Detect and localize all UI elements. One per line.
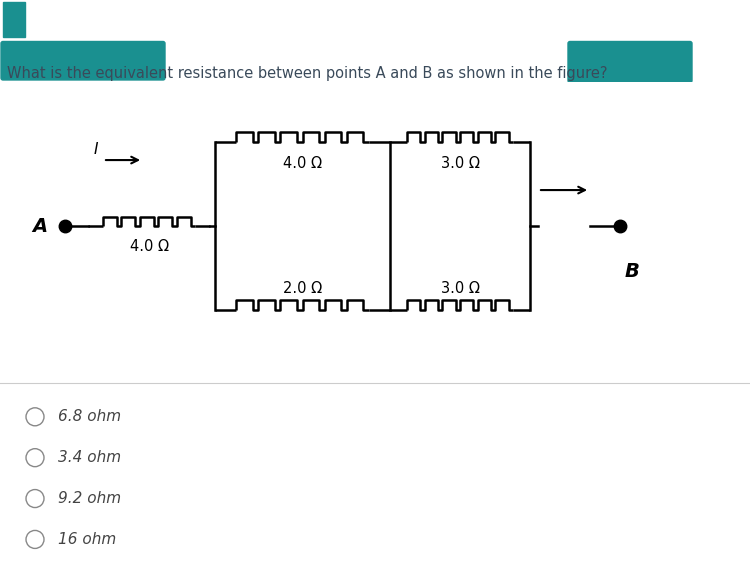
Text: 4.0 Ω: 4.0 Ω bbox=[130, 239, 169, 254]
Text: 4.0 Ω: 4.0 Ω bbox=[283, 156, 322, 171]
Text: I: I bbox=[94, 142, 98, 157]
Text: What is the equivalent resistance between points A and B as shown in the figure?: What is the equivalent resistance betwee… bbox=[7, 66, 608, 82]
Text: B: B bbox=[625, 262, 640, 281]
Text: 6.8 ohm: 6.8 ohm bbox=[58, 409, 122, 424]
Text: 2.0 Ω: 2.0 Ω bbox=[283, 281, 322, 296]
FancyBboxPatch shape bbox=[1, 41, 165, 80]
Text: 16 ohm: 16 ohm bbox=[58, 532, 116, 547]
Bar bbox=[3, 2, 25, 37]
Text: 3.0 Ω: 3.0 Ω bbox=[440, 156, 479, 171]
Text: 3.0 Ω: 3.0 Ω bbox=[440, 281, 479, 296]
Text: A: A bbox=[32, 217, 47, 235]
FancyBboxPatch shape bbox=[568, 41, 692, 83]
Text: 9.2 ohm: 9.2 ohm bbox=[58, 491, 122, 506]
Text: 3.4 ohm: 3.4 ohm bbox=[58, 450, 122, 465]
